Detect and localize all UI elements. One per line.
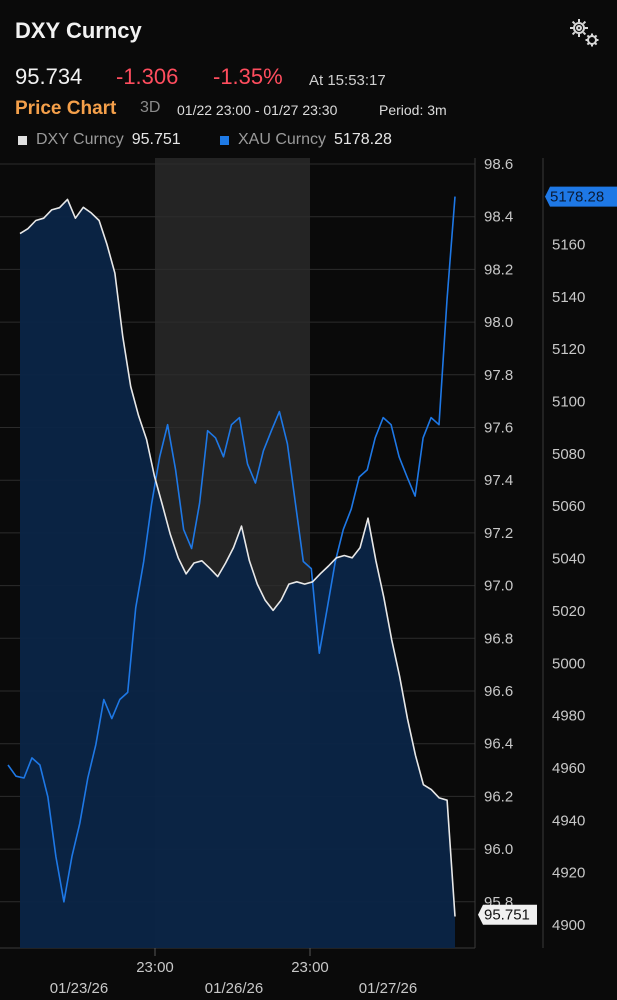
xau-axis-tick: 5100 <box>552 394 585 411</box>
xau-axis-tick: 5040 <box>552 551 585 568</box>
dxy-axis-tick: 96.2 <box>484 788 513 805</box>
legend-value-dxy: 95.751 <box>131 131 181 148</box>
dxy-axis-tick: 97.2 <box>484 525 513 542</box>
dxy-axis-tick: 98.2 <box>484 261 513 278</box>
percent-change: -1.35% <box>213 64 283 89</box>
dxy-axis-tick: 97.6 <box>484 420 513 437</box>
dxy-last-value-tag <box>478 904 537 925</box>
dxy-axis-tick: 96.8 <box>484 630 513 647</box>
dxy-axis-tick: 97.8 <box>484 367 513 384</box>
xau-axis-tick: 4900 <box>552 917 585 934</box>
dxy-axis-tick: 96.4 <box>484 736 513 753</box>
dxy-axis-tick: 96.6 <box>484 683 513 700</box>
xau-axis-tick: 5060 <box>552 498 585 515</box>
xau-axis-tick: 5120 <box>552 341 585 358</box>
legend-name-xau: XAU Curncy <box>238 131 327 148</box>
dxy-axis-tick: 98.0 <box>484 314 513 331</box>
period-button[interactable]: 3D <box>140 99 161 116</box>
dxy-axis-tick: 98.6 <box>484 156 513 173</box>
dxy-axis-tick: 98.4 <box>484 209 513 226</box>
x-axis-time-label: 23:00 <box>291 959 329 976</box>
xau-axis-tick: 4940 <box>552 812 585 829</box>
legend-value-xau: 5178.28 <box>334 131 392 148</box>
x-axis-date-label: 01/27/26 <box>359 980 417 997</box>
x-axis-time-label: 23:00 <box>136 959 174 976</box>
xau-series-line <box>7 196 456 903</box>
legend-swatch-dxy <box>18 135 27 145</box>
dxy-axis-tick: 97.4 <box>484 472 513 489</box>
x-axis-date-label: 01/26/26 <box>205 980 263 997</box>
dxy-axis-tick: 96.0 <box>484 841 513 858</box>
legend-item-xau[interactable]: XAU Curncy 5178.28 <box>220 131 392 149</box>
legend-swatch-xau <box>220 135 229 145</box>
dxy-last-value-label: 95.751 <box>484 907 530 924</box>
net-change: -1.306 <box>116 64 179 89</box>
xau-last-value-tag <box>545 186 617 207</box>
dxy-axis-tick: 97.0 <box>484 578 513 595</box>
xau-axis-tick: 5000 <box>552 655 585 672</box>
dxy-area <box>20 199 455 948</box>
frequency-label[interactable]: Period: 3m <box>379 102 447 118</box>
xau-axis-tick: 5080 <box>552 446 585 463</box>
gear-icon[interactable] <box>566 15 602 51</box>
date-range[interactable]: 01/22 23:00 - 01/27 23:30 <box>177 102 338 118</box>
legend-item-dxy[interactable]: DXY Curncy 95.751 <box>18 131 181 149</box>
xau-axis-tick: 4920 <box>552 865 585 882</box>
quote-time: At 15:53:17 <box>309 72 386 89</box>
xau-axis-tick: 5140 <box>552 289 585 306</box>
xau-axis-tick: 4980 <box>552 708 585 725</box>
x-axis-date-label: 01/23/26 <box>50 980 108 997</box>
xau-last-value-label: 5178.28 <box>550 189 604 206</box>
chart-title: Price Chart <box>15 98 117 119</box>
xau-axis-tick: 5020 <box>552 603 585 620</box>
dxy-series-line <box>19 198 456 917</box>
last-price: 95.734 <box>15 64 83 89</box>
xau-axis-tick: 4960 <box>552 760 585 777</box>
xau-axis-tick: 5160 <box>552 236 585 253</box>
legend-name-dxy: DXY Curncy <box>36 131 124 148</box>
page-title: DXY Curncy <box>15 18 142 43</box>
